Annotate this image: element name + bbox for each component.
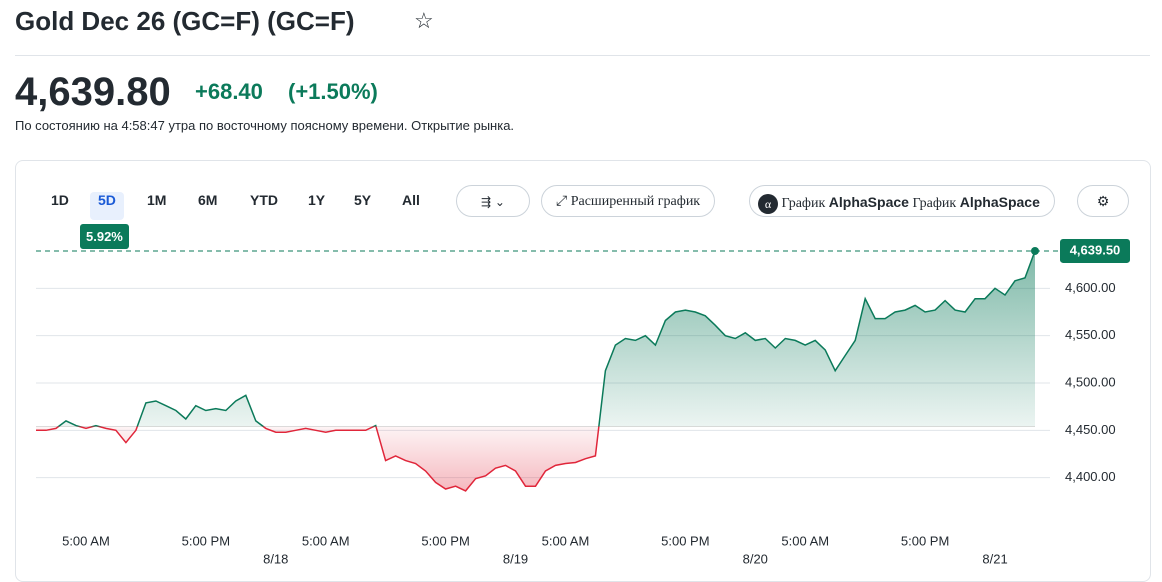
- x-tick-label: 5:00 AM: [781, 533, 829, 548]
- last-point: [1031, 246, 1039, 255]
- x-tick-label: 8/18: [263, 551, 288, 566]
- price: 4,639.80: [15, 70, 171, 114]
- x-tick-label: 5:00 PM: [901, 533, 949, 548]
- range-button[interactable]: 6M: [198, 192, 218, 208]
- y-tick-label: 4,600.00: [1065, 280, 1116, 295]
- label: AlphaSpace: [959, 194, 1040, 210]
- y-tick-label: 4,400.00: [1065, 469, 1116, 484]
- label: График: [912, 196, 957, 211]
- x-tick-label: 8/19: [503, 551, 528, 566]
- range-button[interactable]: 5D: [90, 192, 124, 220]
- y-tick-label: 4,450.00: [1065, 422, 1116, 437]
- label: AlphaSpace: [828, 194, 909, 210]
- last-price-label: 4,639.50: [1070, 242, 1121, 257]
- x-tick-label: 5:00 AM: [542, 533, 590, 548]
- x-tick-label: 5:00 PM: [182, 533, 230, 548]
- y-tick-label: 4,550.00: [1065, 327, 1116, 342]
- area: [36, 250, 1035, 491]
- x-tick-label: 5:00 PM: [421, 533, 469, 548]
- price-line: [36, 250, 1036, 492]
- period-change: 5.92%: [80, 224, 129, 249]
- divider: [15, 55, 1150, 56]
- change: +68.40: [195, 79, 263, 104]
- change-percent: (+1.50%): [288, 79, 378, 104]
- label: График: [781, 196, 826, 211]
- alphaspace-button[interactable]: α График AlphaSpace График AlphaSpace: [749, 185, 1055, 217]
- range-button[interactable]: 1D: [51, 192, 69, 208]
- title: Gold Dec 26 (GC=F) (GC=F): [15, 6, 355, 36]
- range-button[interactable]: 5Y: [354, 192, 372, 208]
- market-status: По состоянию на 4:58:47 утра по восточно…: [15, 118, 515, 133]
- y-tick-label: 4,500.00: [1065, 374, 1116, 389]
- watch-star[interactable]: ☆: [414, 8, 434, 33]
- x-tick-label: 5:00 AM: [302, 533, 350, 548]
- x-tick-label: 5:00 AM: [62, 533, 110, 548]
- x-tick-label: 5:00 PM: [661, 533, 709, 548]
- x-tick-label: 8/21: [982, 551, 1007, 566]
- x-tick-label: 8/20: [743, 551, 768, 566]
- range-button[interactable]: 1Y: [308, 192, 326, 208]
- last-price-badge: [1060, 238, 1130, 263]
- advanced-chart-button[interactable]: ⤢ Расширенный график: [541, 185, 716, 217]
- range-button[interactable]: All: [402, 192, 420, 208]
- indicator-menu[interactable]: ⇶ ⌄: [456, 185, 530, 217]
- range-button[interactable]: YTD: [250, 192, 278, 208]
- range-button[interactable]: 1M: [147, 192, 167, 208]
- button-label: Расширенный график: [570, 194, 701, 209]
- settings-button[interactable]: ⚙: [1077, 185, 1129, 217]
